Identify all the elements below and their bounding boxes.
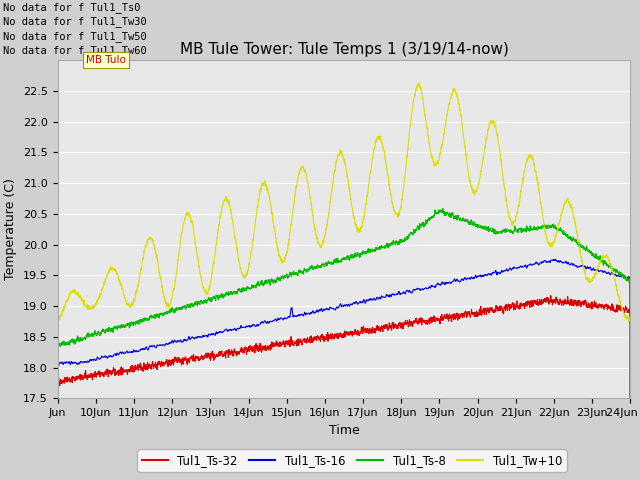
Legend: Tul1_Ts-32, Tul1_Ts-16, Tul1_Ts-8, Tul1_Tw+10: Tul1_Ts-32, Tul1_Ts-16, Tul1_Ts-8, Tul1_… [137, 449, 567, 472]
Text: MB Tulo: MB Tulo [86, 55, 126, 65]
Title: MB Tule Tower: Tule Temps 1 (3/19/14-now): MB Tule Tower: Tule Temps 1 (3/19/14-now… [180, 42, 508, 58]
Y-axis label: Temperature (C): Temperature (C) [4, 178, 17, 280]
X-axis label: Time: Time [328, 424, 360, 437]
Text: No data for f Tul1_Ts0
No data for f Tul1_Tw30
No data for f Tul1_Tw50
No data f: No data for f Tul1_Ts0 No data for f Tul… [3, 2, 147, 56]
